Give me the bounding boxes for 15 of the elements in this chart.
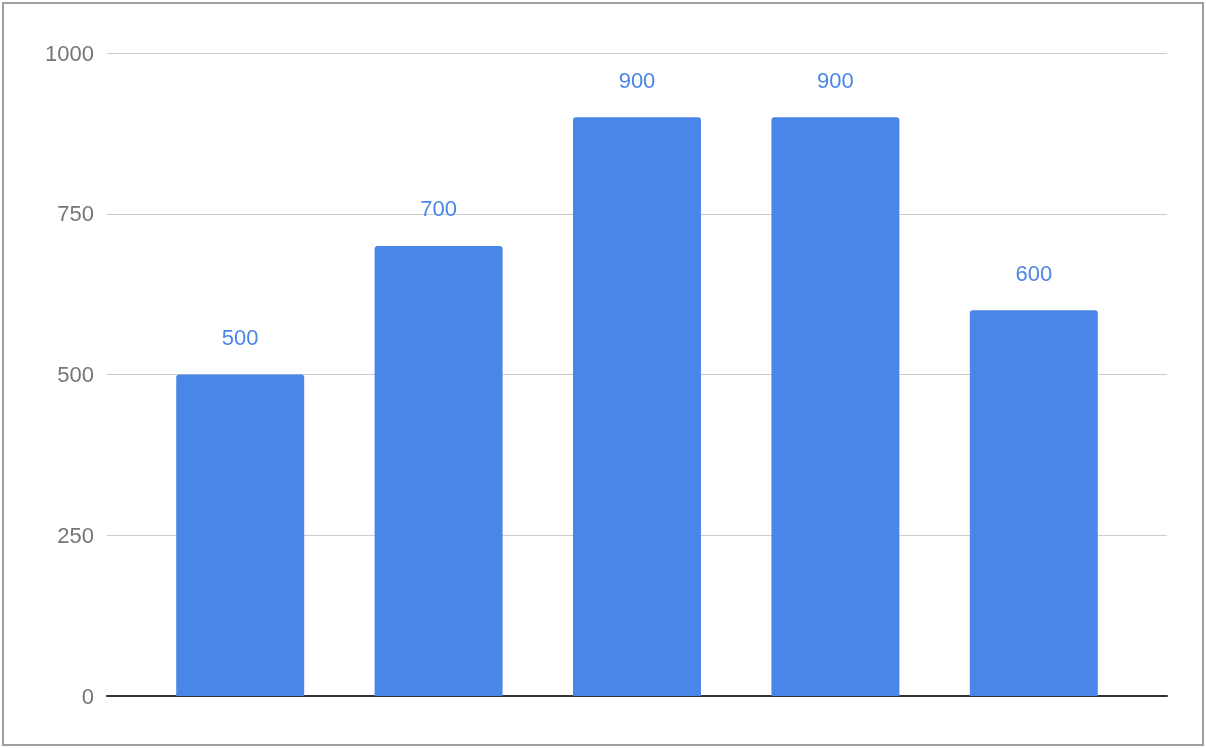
data-label: 700 xyxy=(420,196,457,222)
y-tick-label: 250 xyxy=(57,522,94,548)
bar xyxy=(969,310,1098,696)
data-label: 500 xyxy=(221,325,259,350)
bar xyxy=(374,245,503,696)
y-tick-label: 0 xyxy=(81,683,94,709)
bar xyxy=(573,117,701,696)
bar xyxy=(771,117,900,696)
y-tick-label: 1000 xyxy=(45,40,94,66)
data-label: 900 xyxy=(817,67,854,93)
y-tick-label: 500 xyxy=(57,362,94,387)
data-label: 900 xyxy=(618,67,656,93)
data-label: 600 xyxy=(1015,260,1053,286)
bar xyxy=(176,374,305,696)
y-tick-label: 750 xyxy=(57,201,94,227)
